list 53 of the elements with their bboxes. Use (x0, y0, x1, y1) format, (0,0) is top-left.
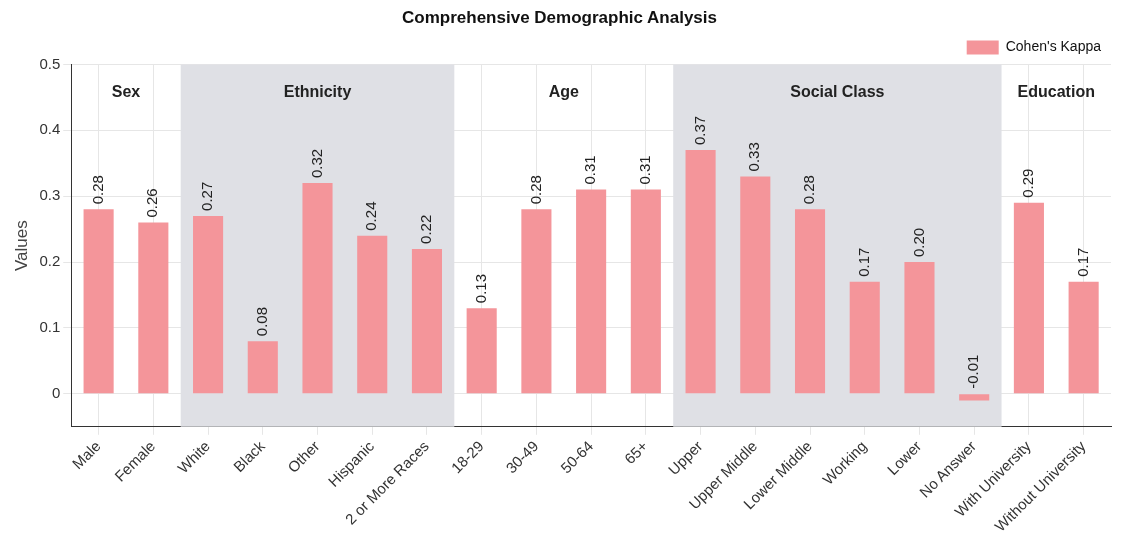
bar (685, 150, 716, 394)
data-label: 0.31 (581, 155, 599, 185)
bar (794, 209, 826, 394)
annotation: Age (548, 82, 579, 100)
data-label: 0.31 (635, 155, 653, 185)
data-label: 0.28 (88, 175, 106, 205)
bar (193, 215, 224, 394)
data-label: 0.24 (362, 201, 380, 231)
bar (411, 248, 442, 394)
bar (466, 308, 497, 394)
bar (904, 262, 935, 394)
band-label: Social Class (790, 82, 885, 100)
data-label: 0.37 (690, 115, 708, 146)
data-label: 0.08 (252, 306, 270, 337)
y-tick-label: 0 (51, 384, 61, 401)
bar (959, 394, 990, 401)
x-tick-label: 65+ (620, 437, 652, 468)
data-label: 0.22 (417, 214, 435, 244)
legend-label: Cohen's Kappa (1005, 38, 1102, 55)
data-label: 0.27 (198, 181, 216, 211)
bar (83, 209, 114, 394)
bar (357, 235, 388, 394)
data-label: 0.20 (909, 227, 927, 258)
bar (138, 222, 169, 394)
data-label: 0.28 (526, 175, 544, 205)
data-label: 0.29 (1019, 168, 1037, 198)
data-label: 0.13 (471, 274, 489, 304)
band-label: Ethnicity (283, 82, 352, 100)
data-label: 0.33 (745, 142, 763, 172)
y-tick-label: 0.1 (39, 318, 61, 336)
y-tick-label: 0.3 (39, 186, 61, 204)
bar (302, 183, 333, 394)
data-label: 0.17 (1073, 247, 1091, 277)
annotation: Education (1017, 82, 1095, 100)
chart-title: Comprehensive Demographic Analysis (402, 7, 717, 27)
data-label: 0.32 (307, 148, 325, 179)
y-tick-label: 0.5 (39, 54, 61, 72)
bar (849, 281, 880, 394)
bar (1013, 202, 1044, 394)
bar (740, 176, 771, 394)
data-label: 0.17 (854, 247, 872, 277)
bar (630, 189, 661, 394)
data-label: -0.01 (964, 354, 982, 389)
bar (1068, 281, 1099, 394)
annotation: Sex (111, 82, 141, 100)
bar (247, 341, 278, 394)
bar (521, 209, 552, 394)
data-label: 0.28 (800, 175, 818, 205)
y-tick-label: 0.2 (39, 252, 61, 270)
bar (576, 189, 607, 394)
y-tick-label: 0.4 (39, 120, 61, 138)
data-label: 0.26 (143, 188, 161, 218)
y-axis-title: Values (11, 220, 31, 271)
